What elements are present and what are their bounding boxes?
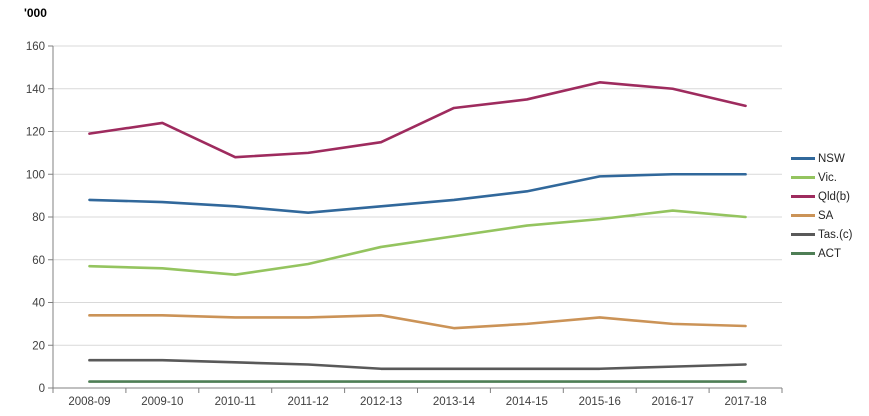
legend: NSW Vic. Qld(b) SA Tas.(c) ACT [791, 149, 853, 263]
legend-label: ACT [818, 247, 841, 260]
legend-item-sa: SA [791, 206, 853, 225]
y-tick-label: 120 [26, 127, 45, 139]
y-tick-label: 80 [32, 212, 45, 224]
legend-swatch [791, 214, 815, 217]
x-tick-label: 2017-18 [724, 396, 766, 408]
legend-swatch [791, 157, 815, 160]
legend-item-vic: Vic. [791, 168, 853, 187]
legend-label: NSW [818, 152, 845, 165]
series-line-tasc [88, 358, 747, 371]
x-tick-label: 2012-13 [360, 396, 402, 408]
series-line-qldb [88, 81, 747, 159]
y-axis-title: '000 [24, 6, 47, 20]
legend-item-tasc: Tas.(c) [791, 225, 853, 244]
legend-swatch [791, 195, 815, 198]
legend-swatch [791, 176, 815, 179]
y-tick-label: 20 [32, 340, 45, 352]
x-tick-label: 2016-17 [652, 396, 694, 408]
x-tick-label: 2013-14 [433, 396, 476, 408]
legend-item-act: ACT [791, 244, 853, 263]
legend-label: Vic. [818, 171, 837, 184]
legend-swatch [791, 233, 815, 236]
legend-label: Tas.(c) [818, 228, 853, 241]
series-line-sa [88, 314, 747, 330]
legend-item-nsw: NSW [791, 149, 853, 168]
x-tick-label: 2011-12 [287, 396, 328, 408]
x-tick-label: 2015-16 [579, 396, 621, 408]
legend-label: Qld(b) [818, 190, 850, 203]
y-tick-label: 100 [26, 169, 45, 181]
legend-swatch [791, 252, 815, 255]
y-tick-label: 140 [26, 84, 45, 96]
y-tick-label: 40 [32, 298, 45, 310]
x-tick-label: 2014-15 [506, 396, 548, 408]
series-line-nsw [88, 172, 747, 215]
y-tick-label: 0 [39, 383, 45, 395]
x-tick-label: 2010-11 [215, 396, 256, 408]
x-tick-label: 2008-09 [68, 396, 110, 408]
legend-label: SA [818, 209, 834, 222]
series-line-vic [88, 209, 747, 277]
x-tick-label: 2009-10 [141, 396, 183, 408]
y-tick-label: 60 [32, 255, 45, 267]
y-tick-label: 160 [26, 41, 45, 53]
legend-item-qldb: Qld(b) [791, 187, 853, 206]
